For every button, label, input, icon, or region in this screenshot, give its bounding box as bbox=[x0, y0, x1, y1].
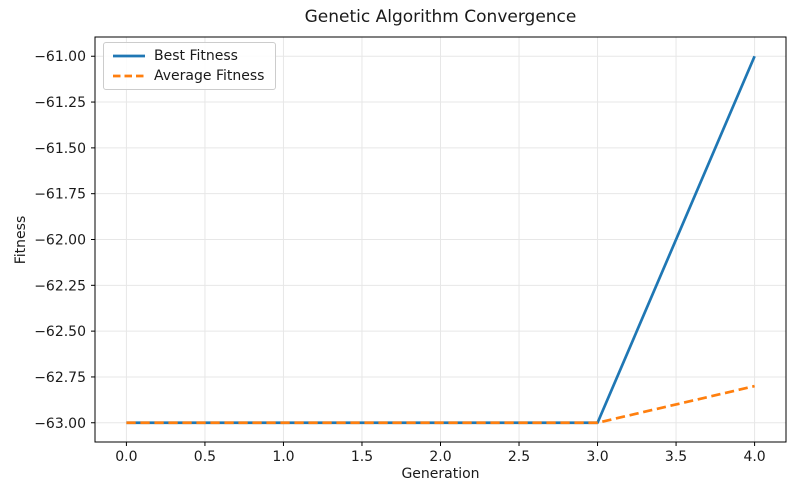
y-tick-label: −61.25 bbox=[34, 95, 86, 111]
x-tick-label: 1.0 bbox=[272, 449, 294, 465]
legend-item-best-fitness: Best Fitness bbox=[113, 49, 264, 63]
x-tick-label: 2.0 bbox=[429, 449, 451, 465]
y-tick-label: −61.50 bbox=[34, 141, 86, 157]
legend: Best Fitness Average Fitness bbox=[103, 42, 277, 90]
series-line-average-fitness bbox=[126, 384, 755, 425]
y-tick-label: −63.00 bbox=[34, 416, 86, 432]
x-tick-label: 0.5 bbox=[194, 449, 216, 465]
chart-title: Genetic Algorithm Convergence bbox=[304, 7, 577, 27]
legend-label-best-fitness: Best Fitness bbox=[154, 48, 238, 64]
x-tick-label: 1.5 bbox=[351, 449, 373, 465]
y-tick-label: −62.25 bbox=[34, 278, 86, 294]
y-tick-label: −62.00 bbox=[34, 233, 86, 249]
x-tick-label: 3.0 bbox=[586, 449, 608, 465]
legend-swatch-average-fitness-line-icon bbox=[113, 74, 145, 78]
legend-item-average-fitness: Average Fitness bbox=[113, 69, 264, 83]
y-tick-label: −61.00 bbox=[34, 49, 86, 65]
x-tick-label: 4.0 bbox=[743, 449, 765, 465]
x-tick-label: 2.5 bbox=[508, 449, 530, 465]
x-axis-label: Generation bbox=[401, 466, 480, 482]
y-tick-label: −61.75 bbox=[34, 187, 86, 203]
y-axis-label: Fitness bbox=[13, 215, 29, 265]
y-tick-label: −62.50 bbox=[34, 324, 86, 340]
legend-label-average-fitness: Average Fitness bbox=[154, 68, 265, 84]
x-tick-label: 3.5 bbox=[665, 449, 687, 465]
y-tick-label: −62.75 bbox=[34, 370, 86, 386]
legend-swatch-best-fitness-line-icon bbox=[113, 54, 145, 58]
x-tick-label: 0.0 bbox=[115, 449, 137, 465]
